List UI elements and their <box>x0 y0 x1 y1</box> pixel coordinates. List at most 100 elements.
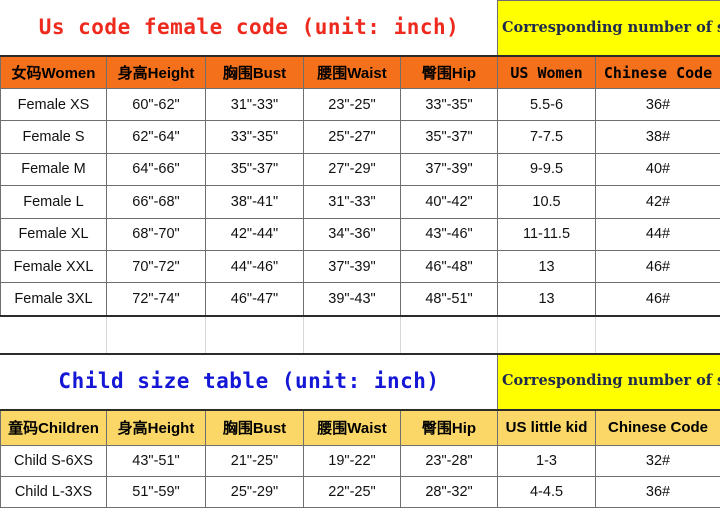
cell-hip: 37"-39" <box>401 153 498 185</box>
cell-bust: 21"-25" <box>206 445 304 476</box>
table-row: Female XS 60"-62" 31"-33" 23"-25" 33"-35… <box>1 89 720 121</box>
cell-bust: 25"-29" <box>206 476 304 507</box>
cell-us: 4-4.5 <box>498 476 596 507</box>
cell-bust: 42"-44" <box>206 218 304 250</box>
table-row: Child L-3XS 51"-59" 25"-29" 22"-25" 28"-… <box>1 476 720 507</box>
table-row: Child S-6XS 43"-51" 21"-25" 19"-22" 23"-… <box>1 445 720 476</box>
cell-waist: 23"-25" <box>304 89 401 121</box>
cell-height: 43"-51" <box>107 445 206 476</box>
spacer-cell <box>1 316 107 354</box>
cell-height: 60"-62" <box>107 89 206 121</box>
spacer-cell <box>596 316 720 354</box>
cell-size: Female S <box>1 121 107 153</box>
cell-waist: 37"-39" <box>304 250 401 282</box>
women-title-row: Us code female code (unit: inch) Corresp… <box>1 1 720 57</box>
cell-us: 13 <box>498 283 596 316</box>
women-col-header-hip: 臀围Hip <box>401 56 498 89</box>
cell-hip: 48"-51" <box>401 283 498 316</box>
women-col-header-waist: 腰围Waist <box>304 56 401 89</box>
cell-hip: 23"-28" <box>401 445 498 476</box>
cell-us: 11-11.5 <box>498 218 596 250</box>
cell-bust: 35"-37" <box>206 153 304 185</box>
cell-hip: 46"-48" <box>401 250 498 282</box>
cell-waist: 19"-22" <box>304 445 401 476</box>
women-table-title: Us code female code (unit: inch) <box>1 16 497 39</box>
child-col-header-height: 身高Height <box>107 410 206 446</box>
child-col-header-hip: 臀围Hip <box>401 410 498 446</box>
cell-size: Female 3XL <box>1 283 107 316</box>
table-row: Female M 64"-66" 35"-37" 27"-29" 37"-39"… <box>1 153 720 185</box>
cell-size: Female XS <box>1 89 107 121</box>
cell-chinese: 44# <box>596 218 720 250</box>
women-col-header-bust: 胸围Bust <box>206 56 304 89</box>
cell-us: 7-7.5 <box>498 121 596 153</box>
cell-waist: 31"-33" <box>304 186 401 218</box>
table-row: Female 3XL 72"-74" 46"-47" 39"-43" 48"-5… <box>1 283 720 316</box>
child-shoes-banner: Corresponding number of shoes <box>498 354 720 410</box>
women-header-row: 女码Women 身高Height 胸围Bust 腰围Waist 臀围Hip US… <box>1 56 720 89</box>
cell-hip: 40"-42" <box>401 186 498 218</box>
cell-height: 70"-72" <box>107 250 206 282</box>
cell-bust: 46"-47" <box>206 283 304 316</box>
cell-size: Child L-3XS <box>1 476 107 507</box>
cell-chinese: 42# <box>596 186 720 218</box>
cell-hip: 43"-46" <box>401 218 498 250</box>
table-row: Female XL 68"-70" 42"-44" 34"-36" 43"-46… <box>1 218 720 250</box>
cell-size: Female M <box>1 153 107 185</box>
cell-size: Female XXL <box>1 250 107 282</box>
women-col-header-chinese: Chinese Code <box>596 56 720 89</box>
cell-waist: 25"-27" <box>304 121 401 153</box>
spacer-cell <box>206 316 304 354</box>
women-shoes-banner: Corresponding number of shoes <box>498 1 720 57</box>
spacer-cell <box>498 316 596 354</box>
cell-size: Female XL <box>1 218 107 250</box>
cell-waist: 39"-43" <box>304 283 401 316</box>
child-shoes-banner-text: Corresponding number of shoes <box>498 372 720 391</box>
cell-height: 62"-64" <box>107 121 206 153</box>
cell-size: Female L <box>1 186 107 218</box>
child-col-header-us: US little kid <box>498 410 596 446</box>
child-col-header-children: 童码Children <box>1 410 107 446</box>
table-spacer-row <box>1 316 720 354</box>
cell-bust: 31"-33" <box>206 89 304 121</box>
child-title-cell: Child size table (unit: inch) <box>1 354 498 410</box>
cell-bust: 38"-41" <box>206 186 304 218</box>
cell-us: 5.5-6 <box>498 89 596 121</box>
cell-bust: 33"-35" <box>206 121 304 153</box>
cell-height: 66"-68" <box>107 186 206 218</box>
women-title-cell: Us code female code (unit: inch) <box>1 1 498 57</box>
child-col-header-waist: 腰围Waist <box>304 410 401 446</box>
spacer-cell <box>401 316 498 354</box>
spacer-cell <box>107 316 206 354</box>
cell-hip: 28"-32" <box>401 476 498 507</box>
table-row: Female L 66"-68" 38"-41" 31"-33" 40"-42"… <box>1 186 720 218</box>
women-shoes-banner-text: Corresponding number of shoes <box>498 19 720 38</box>
cell-us: 1-3 <box>498 445 596 476</box>
cell-height: 72"-74" <box>107 283 206 316</box>
cell-chinese: 38# <box>596 121 720 153</box>
cell-chinese: 40# <box>596 153 720 185</box>
cell-size: Child S-6XS <box>1 445 107 476</box>
cell-waist: 22"-25" <box>304 476 401 507</box>
cell-chinese: 46# <box>596 250 720 282</box>
cell-chinese: 36# <box>596 476 720 507</box>
cell-height: 51"-59" <box>107 476 206 507</box>
cell-chinese: 46# <box>596 283 720 316</box>
cell-bust: 44"-46" <box>206 250 304 282</box>
table-row: Female XXL 70"-72" 44"-46" 37"-39" 46"-4… <box>1 250 720 282</box>
women-col-header-women: 女码Women <box>1 56 107 89</box>
cell-waist: 27"-29" <box>304 153 401 185</box>
cell-hip: 35"-37" <box>401 121 498 153</box>
cell-us: 10.5 <box>498 186 596 218</box>
cell-height: 64"-66" <box>107 153 206 185</box>
cell-us: 9-9.5 <box>498 153 596 185</box>
child-col-header-bust: 胸围Bust <box>206 410 304 446</box>
cell-chinese: 32# <box>596 445 720 476</box>
child-col-header-chinese: Chinese Code <box>596 410 720 446</box>
cell-chinese: 36# <box>596 89 720 121</box>
cell-waist: 34"-36" <box>304 218 401 250</box>
cell-hip: 33"-35" <box>401 89 498 121</box>
child-title-row: Child size table (unit: inch) Correspond… <box>1 354 720 410</box>
